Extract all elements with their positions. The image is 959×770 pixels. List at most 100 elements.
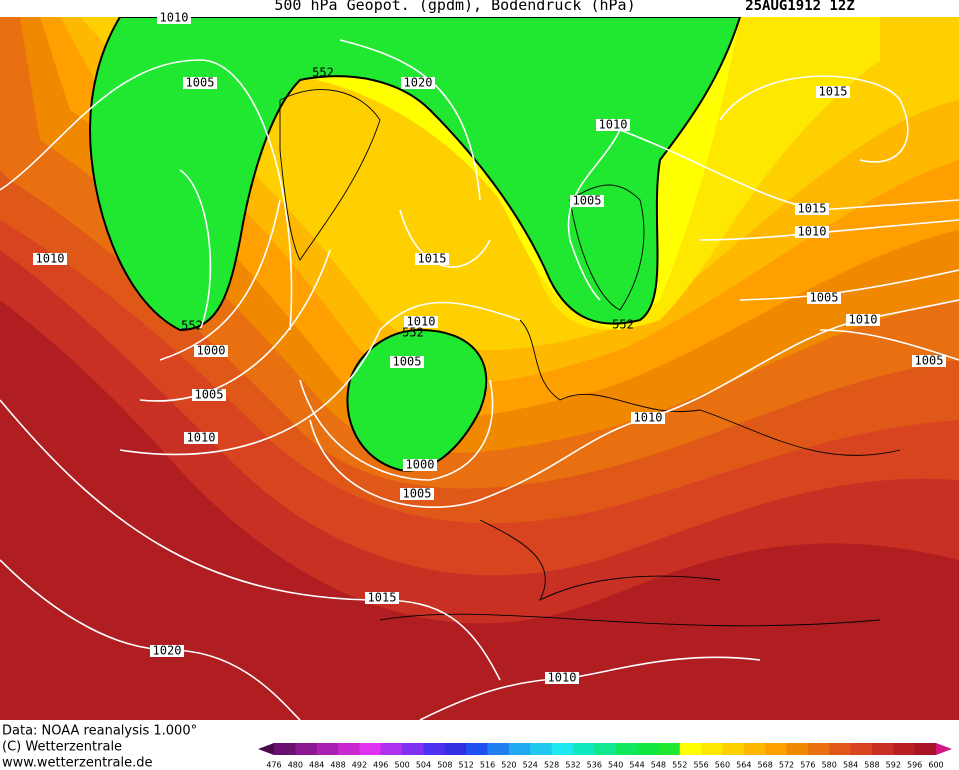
colorbar-label: 572 [779, 761, 794, 770]
contour-label: 1005 [807, 291, 841, 305]
colorbar-swatch [572, 743, 595, 755]
contour-label-text: 1005 [403, 487, 432, 501]
colorbar-label: 488 [330, 761, 345, 770]
footer-url: www.wetterzentrale.de [2, 756, 152, 770]
colorbar-swatch [807, 743, 830, 755]
colorbar-label: 476 [266, 761, 281, 770]
colorbar-label: 528 [544, 761, 559, 770]
map: 1010 1005 552 1020 1015 1010 1005 1015 1… [0, 11, 959, 720]
contour-label: 552 [181, 319, 203, 333]
contour-label-text: 1005 [186, 76, 215, 90]
contour-label: 1000 [403, 458, 437, 472]
colorbar-swatch [658, 743, 681, 755]
colorbar-label: 556 [693, 761, 708, 770]
colorbar-label: 524 [523, 761, 538, 770]
contour-label: 1010 [596, 118, 630, 132]
colorbar-swatch [508, 743, 531, 755]
colorbar-label: 596 [907, 761, 922, 770]
contour-label-text: 1005 [810, 291, 839, 305]
contour-label: 1000 [194, 344, 228, 358]
colorbar-label: 564 [736, 761, 751, 770]
contour-label: 552 [402, 326, 424, 340]
contour-label-text: 1010 [548, 671, 577, 685]
colorbar-label: 512 [459, 761, 474, 770]
colorbar-swatch [722, 743, 745, 755]
contour-label: 1005 [570, 194, 604, 208]
colorbar-end [936, 743, 952, 755]
contour-label-text: 1005 [573, 194, 602, 208]
contour-label: 1010 [795, 225, 829, 239]
colorbar-swatch [743, 743, 766, 755]
colorbar-label: 576 [800, 761, 815, 770]
contour-label: 1005 [183, 76, 217, 90]
colorbar-swatch [893, 743, 916, 755]
colorbar-label: 500 [394, 761, 409, 770]
colorbar-label: 508 [437, 761, 452, 770]
colorbar-label: 504 [416, 761, 431, 770]
colorbar-label: 480 [288, 761, 303, 770]
contour-label-text: 1010 [36, 252, 65, 266]
contour-label: 1015 [415, 252, 449, 266]
contour-label: 1015 [816, 85, 850, 99]
colorbar-swatch [594, 743, 617, 755]
colorbar-label: 560 [715, 761, 730, 770]
contour-label-text: 1020 [153, 644, 182, 658]
contour-label: 552 [312, 66, 334, 80]
colorbar-swatch [359, 743, 382, 755]
contour-label: 1005 [192, 388, 226, 402]
contour-label: 1010 [404, 315, 438, 329]
contour-label-text: 1010 [849, 313, 878, 327]
contour-label-text: 1020 [404, 76, 433, 90]
colorbar-swatch [402, 743, 424, 755]
colorbar-swatch [786, 743, 809, 755]
contour-label-text: 1005 [915, 354, 944, 368]
colorbar-swatch [765, 743, 788, 755]
contour-label-text: 552 [402, 326, 424, 340]
colorbar-label: 592 [886, 761, 901, 770]
colorbar-swatch [487, 743, 510, 755]
colorbar-swatch [850, 743, 873, 755]
colorbar-swatch [423, 743, 446, 755]
contour-label: 1020 [401, 76, 435, 90]
colorbar-label: 552 [672, 761, 687, 770]
contour-label: 552 [612, 318, 634, 332]
contour-label-text: 1015 [798, 202, 827, 216]
contour-label-text: 1005 [393, 355, 422, 369]
contour-label: 1010 [846, 313, 880, 327]
contour-label-text: 1000 [406, 458, 435, 472]
contour-label-text: 1005 [195, 388, 224, 402]
colorbar-swatch [871, 743, 894, 755]
colorbar-label: 540 [608, 761, 623, 770]
contour-label: 1005 [400, 487, 434, 501]
title: 500 hPa Geopot. (gpdm), Bodendruck (hPa) [274, 0, 635, 14]
colorbar-swatch [679, 743, 702, 755]
colorbar-swatch [551, 743, 574, 755]
colorbar-swatch [914, 743, 937, 755]
colorbar-label: 532 [565, 761, 580, 770]
colorbar-swatch [316, 743, 339, 755]
contour-label: 1015 [365, 591, 399, 605]
contour-label: 1005 [390, 355, 424, 369]
colorbar-swatch [338, 743, 360, 755]
contour-label: 1020 [150, 644, 184, 658]
colorbar-label: 516 [480, 761, 495, 770]
colorbar-label: 568 [758, 761, 773, 770]
contour-label-text: 1015 [418, 252, 447, 266]
contour-label-text: 1015 [819, 85, 848, 99]
colorbar-label: 484 [309, 761, 324, 770]
colorbar-label: 492 [352, 761, 367, 770]
colorbar-end [258, 743, 274, 755]
colorbar-label: 588 [864, 761, 879, 770]
contour-label: 1015 [795, 202, 829, 216]
contour-label-text: 1010 [599, 118, 628, 132]
contour-label: 1010 [545, 671, 579, 685]
contour-label-text: 1010 [407, 315, 436, 329]
colorbar-swatch [530, 743, 553, 755]
footer-copyright: (C) Wetterzentrale [2, 740, 122, 755]
contour-label: 1010 [631, 411, 665, 425]
contour-label-text: 1000 [197, 344, 226, 358]
colorbar-swatch [466, 743, 489, 755]
date: 25AUG1912 12Z [745, 0, 855, 14]
colorbar-label: 600 [928, 761, 943, 770]
contour-label-text: 1010 [160, 11, 189, 25]
